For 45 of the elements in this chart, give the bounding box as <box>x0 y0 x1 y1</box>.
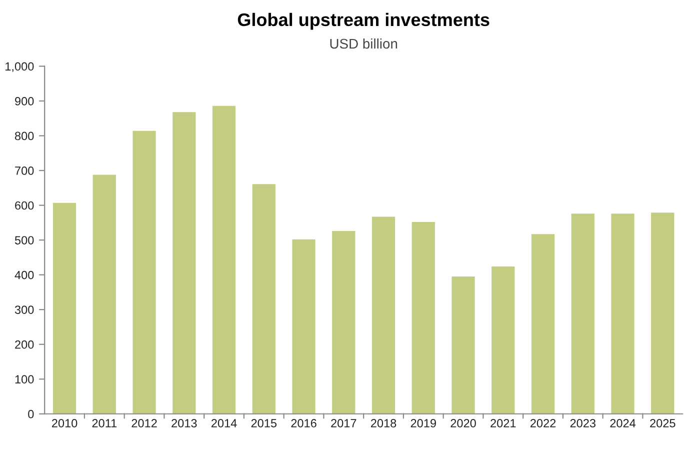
x-tick-label: 2021 <box>490 419 516 428</box>
bar <box>611 214 634 414</box>
bar <box>212 106 236 414</box>
x-tick-label: 2014 <box>211 419 237 428</box>
x-tick-label: 2012 <box>132 419 157 428</box>
x-tick-label: 2022 <box>530 419 556 428</box>
bar <box>172 112 196 414</box>
y-tick-label: 200 <box>15 340 34 349</box>
chart-subtitle: USD billion <box>330 38 398 49</box>
bar <box>132 130 156 414</box>
y-tick-label: 100 <box>15 375 34 384</box>
bar <box>252 184 276 414</box>
bar <box>52 202 76 414</box>
bar <box>332 231 356 414</box>
y-tick-label: 900 <box>15 97 34 106</box>
bar <box>651 212 674 414</box>
chart-title: Global upstream investments <box>238 12 490 30</box>
y-tick-label: 700 <box>15 166 34 175</box>
x-tick-label: 2024 <box>610 419 636 428</box>
y-tick-label: 800 <box>14 132 34 140</box>
y-tick-label: 600 <box>15 201 34 210</box>
y-tick-label: 300 <box>14 306 34 314</box>
bar <box>492 266 515 414</box>
bar <box>92 174 116 414</box>
x-tick-label: 2023 <box>570 419 596 428</box>
bar <box>571 214 594 414</box>
bar <box>531 234 555 414</box>
x-tick-label: 2017 <box>331 419 356 428</box>
bar <box>412 222 435 414</box>
x-tick-label: 2016 <box>291 419 316 428</box>
bar <box>452 276 475 414</box>
bar <box>372 216 396 414</box>
x-tick-label: 2020 <box>450 419 476 428</box>
y-tick-label: 1,000 <box>6 62 34 72</box>
y-tick-label: 500 <box>14 236 34 244</box>
bar <box>292 239 316 414</box>
x-tick-label: 2011 <box>92 419 117 428</box>
y-tick-label: 0 <box>28 410 34 418</box>
x-tick-label: 2018 <box>370 419 396 428</box>
y-tick-label: 400 <box>14 270 34 280</box>
x-tick-label: 2025 <box>650 419 676 428</box>
x-tick-label: 2013 <box>172 419 197 428</box>
x-tick-label: 2019 <box>410 419 436 428</box>
x-tick-label: 2010 <box>52 419 78 428</box>
x-tick-label: 2015 <box>251 419 277 428</box>
